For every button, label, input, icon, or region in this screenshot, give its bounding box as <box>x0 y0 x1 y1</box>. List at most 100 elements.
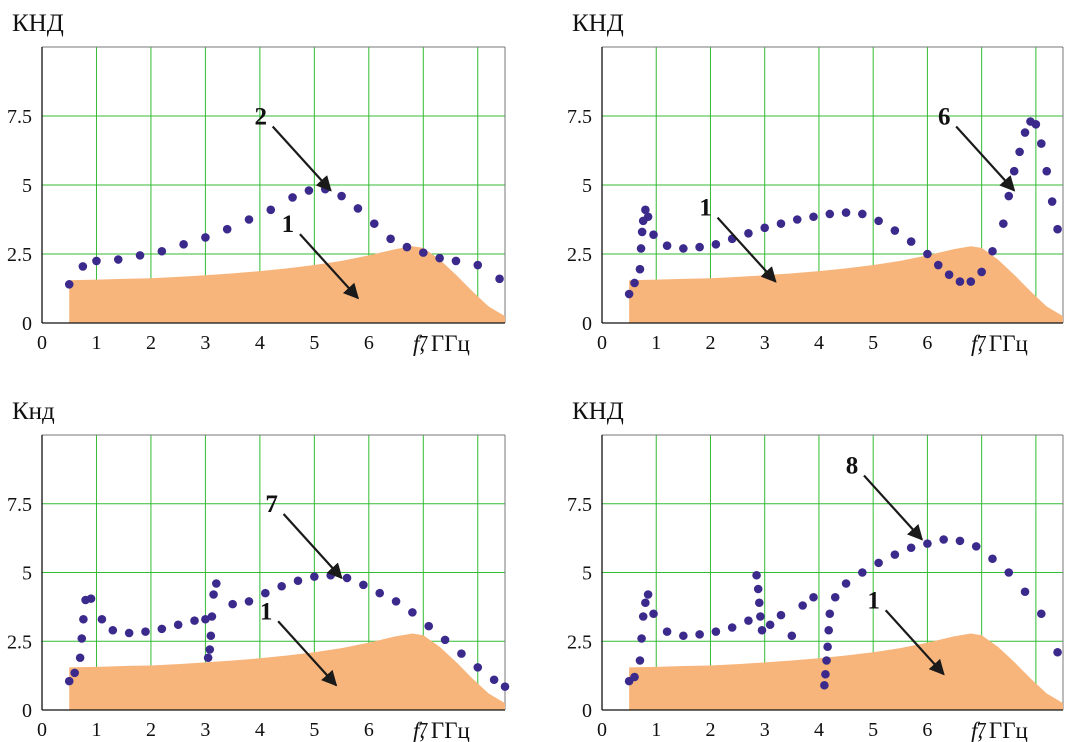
data-point <box>473 260 483 270</box>
y-tick-label: 7.5 <box>567 494 592 516</box>
data-point <box>157 624 167 634</box>
x-tick-label: 2 <box>146 332 156 354</box>
data-point <box>78 262 88 271</box>
data-point <box>424 621 434 631</box>
data-point <box>635 656 645 665</box>
data-point <box>473 663 483 672</box>
x-tick-label: 3 <box>200 332 210 354</box>
x-tick-label: 1 <box>91 332 101 354</box>
x-axis-label-unit: , ГГц <box>977 718 1027 742</box>
x-tick-label: 7 <box>977 332 987 354</box>
panel-3: Кнд f, ГГц 0 2.5 5 7.5 0 1 2 3 4 5 6 7 7 1 <box>7 398 510 742</box>
data-point <box>1037 139 1046 148</box>
annotation-arrow <box>277 620 338 687</box>
y-tick-label: 2.5 <box>567 631 592 653</box>
data-point <box>638 612 648 621</box>
data-point <box>695 242 704 252</box>
data-point <box>906 237 916 246</box>
data-point <box>1004 191 1014 201</box>
data-point <box>402 242 412 252</box>
y-tick-label: 0 <box>22 700 32 722</box>
data-point <box>635 264 645 274</box>
data-point <box>369 219 379 228</box>
data-point <box>326 570 335 580</box>
data-point <box>353 204 363 213</box>
x-tick-label: 0 <box>37 332 47 354</box>
data-point <box>874 216 883 226</box>
data-point <box>971 542 981 551</box>
data-point <box>944 270 954 280</box>
x-tick-label: 5 <box>868 332 878 354</box>
data-point <box>822 656 831 665</box>
y-tick-label: 0 <box>582 313 592 335</box>
data-point <box>624 289 634 299</box>
data-point <box>228 599 237 609</box>
data-point <box>1037 609 1046 619</box>
y-tick-label: 7.5 <box>7 106 32 128</box>
data-point <box>244 215 254 224</box>
annotation-label: 1 <box>282 211 295 238</box>
data-point <box>643 590 653 599</box>
data-point <box>643 212 653 222</box>
data-point <box>999 219 1008 228</box>
data-point <box>440 635 450 645</box>
x-axis-label-unit: , ГГц <box>419 331 469 356</box>
data-point <box>649 230 658 239</box>
data-point <box>92 256 101 266</box>
data-point <box>408 608 417 617</box>
data-point <box>1009 166 1019 176</box>
data-point <box>641 205 650 215</box>
data-point <box>756 612 765 621</box>
annotation-label: 6 <box>938 104 951 131</box>
data-point <box>923 249 932 259</box>
x-tick-label: 4 <box>255 719 265 741</box>
data-point <box>209 590 218 599</box>
annotation-arrow <box>299 233 359 300</box>
data-point <box>190 616 199 625</box>
annotation-arrow <box>271 125 332 192</box>
x-tick-label: 5 <box>309 719 319 741</box>
x-tick-label: 7 <box>418 332 428 354</box>
data-point <box>776 219 786 228</box>
annotation-arrow <box>716 216 777 283</box>
data-point <box>261 588 270 598</box>
data-point <box>1020 128 1030 137</box>
x-tick-label: 6 <box>364 332 374 354</box>
data-point <box>457 649 466 658</box>
data-point <box>966 277 976 286</box>
data-point <box>124 628 134 638</box>
data-point <box>266 205 276 215</box>
data-point <box>874 558 883 568</box>
data-point <box>207 612 217 621</box>
x-tick-label: 3 <box>760 332 770 354</box>
x-axis-label-unit: , ГГц <box>419 718 469 742</box>
annotation-label: 1 <box>867 587 880 614</box>
x-tick-label: 2 <box>705 332 715 354</box>
annotation-arrow <box>955 125 1016 192</box>
data-point <box>70 668 79 678</box>
data-point <box>754 598 764 608</box>
data-point <box>113 255 123 264</box>
grid <box>42 46 506 323</box>
data-point <box>64 280 74 289</box>
data-point <box>141 627 150 636</box>
data-point <box>825 609 835 619</box>
data-point <box>841 579 851 588</box>
data-point <box>649 609 658 619</box>
data-point <box>744 616 753 625</box>
data-point <box>955 277 965 286</box>
x-tick-label: 0 <box>597 332 607 354</box>
data-point <box>711 240 721 249</box>
data-point <box>841 208 851 217</box>
data-point <box>337 191 346 201</box>
x-tick-label: 7 <box>418 719 428 741</box>
data-point <box>157 246 167 256</box>
panel-1: КНД f, ГГц 0 2.5 5 7.5 0 1 2 3 4 5 6 7 2 1 <box>7 10 506 356</box>
data-point <box>500 682 510 691</box>
x-tick-label: 2 <box>705 719 715 741</box>
data-point <box>630 672 639 682</box>
data-point <box>776 610 786 620</box>
x-tick-label: 6 <box>922 332 932 354</box>
data-point <box>386 234 395 244</box>
data-point <box>1004 568 1014 577</box>
